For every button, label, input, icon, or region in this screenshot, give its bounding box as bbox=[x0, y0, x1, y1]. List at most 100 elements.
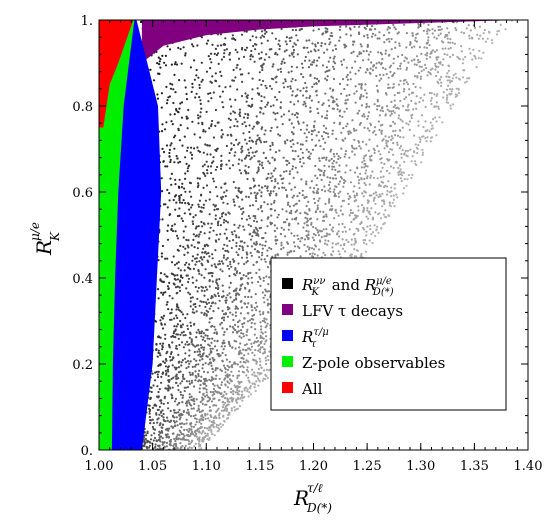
scatter-point bbox=[403, 88, 406, 91]
scatter-point bbox=[187, 399, 190, 402]
scatter-point bbox=[439, 32, 442, 35]
scatter-point bbox=[348, 156, 351, 159]
scatter-point bbox=[419, 138, 422, 141]
scatter-point bbox=[152, 422, 155, 425]
scatter-point bbox=[178, 280, 182, 283]
scatter-point bbox=[271, 32, 274, 35]
scatter-point bbox=[236, 407, 239, 410]
scatter-point bbox=[185, 238, 188, 241]
scatter-point bbox=[301, 151, 304, 154]
scatter-point bbox=[303, 211, 306, 214]
scatter-point bbox=[363, 35, 366, 38]
scatter-point bbox=[226, 134, 229, 137]
scatter-point bbox=[251, 77, 254, 80]
scatter-point bbox=[287, 224, 291, 227]
scatter-point bbox=[373, 149, 376, 152]
scatter-point bbox=[149, 438, 153, 441]
scatter-point bbox=[251, 127, 254, 130]
scatter-point bbox=[198, 350, 201, 353]
scatter-point bbox=[260, 331, 263, 334]
scatter-point bbox=[224, 368, 227, 371]
scatter-point bbox=[367, 115, 370, 118]
scatter-point bbox=[365, 143, 368, 146]
scatter-point bbox=[181, 323, 184, 326]
scatter-point bbox=[224, 195, 227, 198]
scatter-point bbox=[150, 434, 153, 437]
scatter-point bbox=[255, 234, 258, 237]
scatter-point bbox=[377, 120, 380, 123]
scatter-point bbox=[384, 49, 387, 52]
scatter-point bbox=[234, 98, 237, 101]
scatter-point bbox=[169, 442, 172, 445]
scatter-point bbox=[261, 66, 264, 69]
scatter-point bbox=[170, 351, 173, 354]
scatter-point bbox=[236, 270, 239, 273]
scatter-point bbox=[374, 34, 377, 37]
scatter-point bbox=[223, 232, 226, 235]
scatter-point bbox=[324, 141, 327, 144]
scatter-point bbox=[245, 306, 249, 309]
scatter-point bbox=[190, 381, 193, 384]
scatter-point bbox=[334, 44, 337, 47]
scatter-point bbox=[255, 242, 259, 245]
scatter-point bbox=[204, 432, 207, 435]
scatter-point bbox=[353, 153, 356, 156]
scatter-point bbox=[230, 396, 233, 399]
scatter-point bbox=[310, 180, 313, 183]
scatter-point bbox=[223, 378, 226, 381]
scatter-point bbox=[286, 85, 289, 88]
scatter-point bbox=[345, 33, 348, 36]
scatter-point bbox=[184, 225, 187, 228]
scatter-point bbox=[212, 156, 215, 159]
scatter-point bbox=[399, 129, 402, 132]
scatter-point bbox=[160, 106, 163, 109]
scatter-point bbox=[235, 340, 238, 343]
scatter-point bbox=[204, 414, 207, 417]
scatter-point bbox=[390, 48, 393, 51]
scatter-point bbox=[212, 391, 215, 394]
scatter-point bbox=[351, 146, 354, 149]
scatter-point bbox=[270, 126, 273, 129]
scatter-point bbox=[178, 199, 181, 202]
scatter-point bbox=[378, 37, 381, 40]
scatter-point bbox=[221, 284, 224, 287]
scatter-point bbox=[149, 419, 152, 422]
scatter-point bbox=[161, 437, 164, 440]
scatter-point bbox=[287, 201, 290, 204]
scatter-point bbox=[362, 95, 365, 98]
scatter-point bbox=[374, 234, 377, 238]
scatter-point bbox=[179, 382, 182, 385]
scatter-point bbox=[428, 44, 431, 47]
scatter-point bbox=[445, 75, 448, 78]
scatter-point bbox=[484, 40, 487, 43]
scatter-point bbox=[363, 207, 366, 210]
scatter-point bbox=[359, 95, 362, 98]
scatter-point bbox=[206, 172, 209, 175]
scatter-point bbox=[421, 151, 425, 154]
scatter-point bbox=[358, 145, 361, 148]
scatter-point bbox=[179, 244, 182, 247]
scatter-point bbox=[191, 220, 194, 223]
scatter-point bbox=[247, 172, 250, 175]
scatter-point bbox=[247, 370, 250, 373]
scatter-point bbox=[263, 317, 266, 320]
scatter-point bbox=[248, 136, 251, 139]
scatter-point bbox=[158, 388, 161, 391]
scatter-point bbox=[382, 175, 385, 178]
scatter-point bbox=[335, 137, 338, 140]
scatter-point bbox=[201, 399, 204, 402]
scatter-point bbox=[172, 335, 175, 338]
scatter-point bbox=[176, 285, 179, 288]
scatter-point bbox=[169, 177, 172, 180]
scatter-point bbox=[156, 288, 160, 291]
scatter-point bbox=[235, 287, 238, 290]
scatter-point bbox=[369, 213, 372, 216]
scatter-point bbox=[426, 74, 429, 77]
scatter-point bbox=[258, 163, 261, 166]
scatter-point bbox=[356, 175, 360, 178]
scatter-point bbox=[345, 164, 348, 167]
scatter-point bbox=[173, 317, 176, 320]
scatter-point bbox=[385, 139, 388, 142]
scatter-point bbox=[270, 87, 273, 90]
scatter-point bbox=[369, 67, 372, 70]
